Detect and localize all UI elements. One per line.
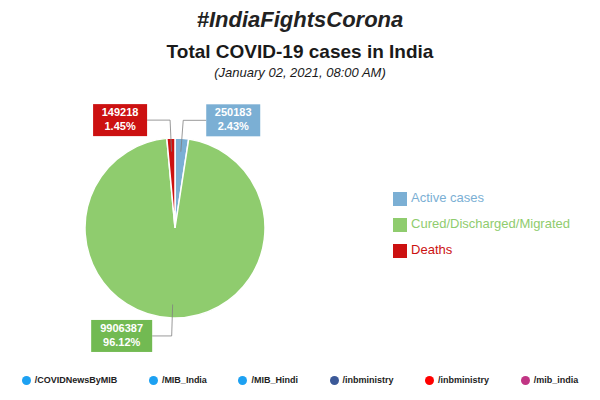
html-text:Total COVID-19 cases in India: Total COVID-19 cases in India	[166, 41, 434, 62]
html-text:/MIB_India: /MIB_India	[161, 375, 207, 385]
html-text:/mib_india: /mib_india	[533, 375, 579, 385]
svg-text:96.12%: 96.12%	[103, 336, 141, 348]
html-text:/inbministry: /inbministry	[342, 375, 394, 385]
svg-text:149218: 149218	[102, 106, 139, 118]
html-text:/inbministry: /inbministry	[438, 375, 490, 385]
html-text:/COVIDNewsByMIB: /COVIDNewsByMIB	[34, 375, 118, 385]
html-text:Active cases: Active cases	[411, 190, 484, 205]
svg-text:1.45%: 1.45%	[104, 120, 135, 132]
html-text:Cured/Discharged/Migrated: Cured/Discharged/Migrated	[411, 216, 570, 231]
svg-text:9906387: 9906387	[100, 322, 143, 334]
html-text:(January 02, 2021, 08:00 AM): (January 02, 2021, 08:00 AM)	[214, 65, 386, 80]
svg-text:2.43%: 2.43%	[218, 120, 249, 132]
html-text:#IndiaFightsCorona: #IndiaFightsCorona	[196, 7, 404, 32]
svg-text:250183: 250183	[215, 106, 252, 118]
html-text:/MIB_Hindi: /MIB_Hindi	[251, 375, 298, 385]
html-text:Deaths: Deaths	[411, 242, 453, 257]
